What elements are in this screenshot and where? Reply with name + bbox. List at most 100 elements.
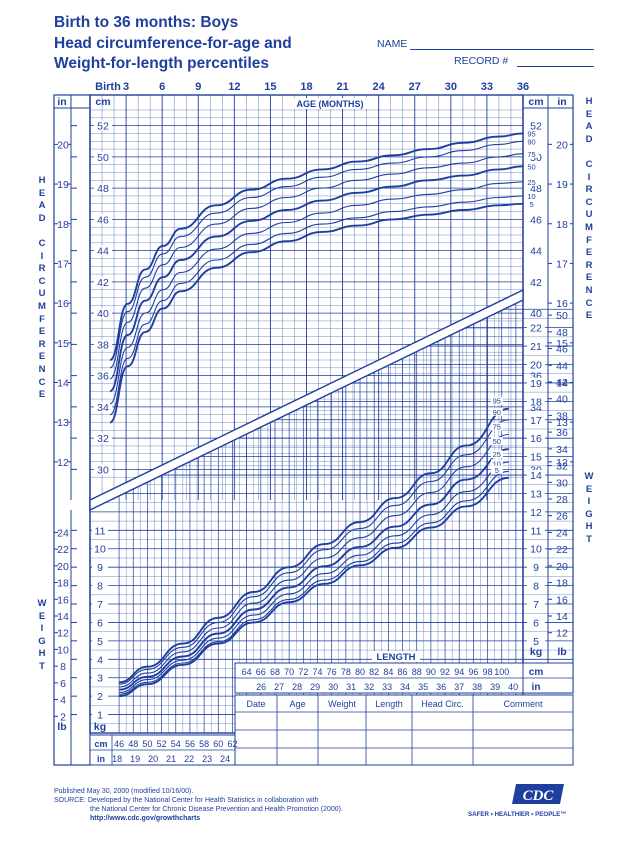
weight-lb-tick-right: 14 (556, 611, 568, 623)
weight-lb-tick-right: 40 (556, 394, 568, 406)
hc-cm-tick-bg (94, 245, 112, 256)
hc-cm-tick-bg (94, 151, 112, 162)
hc-percentile-50-line (109, 165, 523, 393)
wfl-percentile-75-label: 75 (493, 423, 501, 432)
weight-kg-tick-right: 20 (530, 359, 542, 371)
weight-kg-tick-bg-right (527, 562, 545, 573)
record-table-header: Head Circ. (421, 699, 464, 709)
hc-percentile-label-bg (524, 191, 539, 200)
age-tick-label: 15 (264, 81, 276, 93)
hc-cm-tick-right: 52 (530, 121, 542, 133)
weight-kg-tick-bg-right (527, 359, 545, 370)
name-field[interactable] (410, 49, 594, 50)
weight-lb-tick-left: 24 (57, 527, 69, 539)
hc-cm-tick-right: 36 (530, 371, 542, 383)
weight-kg-tick-right: 6 (533, 617, 539, 629)
hc-cm-tick-left: 40 (97, 308, 109, 320)
weight-lb-tick-right: 36 (556, 427, 568, 439)
length-cm-tick-right: 92 (440, 667, 450, 677)
weight-kg-tick-bg-right (527, 377, 545, 388)
hc-in-tick-left: 12 (57, 457, 69, 469)
weight-lb-tick-left: 18 (57, 578, 69, 590)
hc-in-tick-left: 17 (57, 258, 69, 270)
length-cm-tick-left: 48 (128, 739, 138, 749)
weight-kg-tick-bg-right (527, 451, 545, 462)
length-cm-tick-left: 52 (157, 739, 167, 749)
hc-in-tick-left: 13 (57, 417, 69, 429)
hc-cm-tick-left: 38 (97, 339, 109, 351)
hc-cm-tick-left: 48 (97, 183, 109, 195)
length-cm-tick-left: 46 (114, 739, 124, 749)
hc-in-tick-right: 16 (556, 298, 568, 310)
weight-kg-tick-bg (92, 654, 108, 665)
weight-kg-tick-bg-right (527, 488, 545, 499)
cdc-url-link[interactable]: http://www.cdc.gov/growthcharts (90, 815, 201, 822)
hc-in-tick-left: 18 (57, 219, 69, 231)
name-label: NAME (377, 38, 408, 50)
weight-lb-tick-right: 32 (556, 461, 568, 473)
hc-in-tick-left: 15 (57, 338, 69, 350)
weight-kg-tick-right: 22 (530, 323, 542, 335)
length-in-tick-left: 23 (202, 754, 212, 764)
weight-kg-tick-left: 11 (95, 525, 106, 537)
hc-in-tick-right: 14 (556, 378, 568, 390)
weight-lb-tick-right: 20 (556, 561, 568, 573)
weight-kg-tick-bg (92, 543, 108, 554)
length-cm-tick-left: cm (94, 739, 107, 749)
age-tick-label: 30 (445, 81, 457, 93)
weight-lb-tick-right: 48 (556, 327, 568, 339)
weight-lb-tick-right: 44 (556, 360, 568, 372)
hc-cm-tick-bg-right (527, 464, 545, 475)
hc-percentile-25-line (109, 181, 523, 405)
weight-kg-tick-bg (92, 709, 108, 720)
weight-lb-tick-right: 12 (556, 628, 568, 640)
age-tick-label: 3 (123, 81, 129, 93)
length-in-tick-right: 39 (490, 682, 500, 692)
weight-lb-tick-left: 22 (57, 544, 69, 556)
chart-title-line-1: Birth to 36 months: Boys (54, 14, 239, 31)
record-label: RECORD # (454, 55, 509, 67)
chart-title-line-2: Head circumference-for-age and (54, 35, 292, 52)
length-cm-tick-right: 68 (270, 667, 280, 677)
weight-kg-tick-bg-right (527, 396, 545, 407)
hc-cm-tick-bg (94, 120, 112, 131)
weight-kg-tick-bg-right (527, 433, 545, 444)
weight-lb-unit-left: lb (57, 721, 66, 733)
hc-percentile-label-bg (524, 162, 539, 171)
length-in-tick-right: 37 (454, 682, 464, 692)
length-cm-tick-left: 62 (227, 739, 237, 749)
length-cm-tick-right: 90 (426, 667, 436, 677)
hc-cm-tick-bg (94, 339, 112, 350)
record-field[interactable] (517, 66, 594, 67)
length-in-tick-right: 35 (418, 682, 428, 692)
weight-kg-tick-bg (92, 691, 108, 702)
weight-kg-tick-bg-right (527, 580, 545, 591)
hc-percentile-25-label: 25 (527, 178, 535, 187)
hc-percentile-label-bg (524, 137, 539, 146)
length-in-tick-right: 27 (274, 682, 284, 692)
length-cm-tick-right: 88 (412, 667, 422, 677)
hc-cm-tick-left: 42 (97, 277, 109, 289)
cdc-logo-text: CDC (523, 788, 555, 804)
weight-lb-tick-left: 10 (57, 644, 69, 656)
hc-percentile-label-bg (524, 149, 539, 158)
wfl-percentile-50-line (119, 448, 509, 691)
length-axis-label-bg (372, 651, 420, 662)
cdc-logo: CDC (512, 784, 564, 804)
hc-percentile-50-label: 50 (527, 162, 535, 171)
weight-lb-tick-left: 14 (57, 611, 69, 623)
length-in-tick-right: 40 (508, 682, 518, 692)
weight-kg-unit-right: kg (530, 646, 542, 658)
weight-kg-tick-bg-right (527, 635, 545, 646)
hc-percentile-5-label: 5 (529, 200, 533, 209)
wfl-percentile-10-label: 10 (493, 459, 501, 468)
weight-kg-tick-bg-right (527, 341, 545, 352)
length-cm-tick-right: 78 (341, 667, 351, 677)
wfl-percentile-25-label: 25 (493, 450, 501, 459)
weight-lb-tick-left: 20 (57, 561, 69, 573)
hc-cm-tick-right: 46 (530, 214, 542, 226)
weight-kg-tick-bg (92, 562, 108, 573)
wfl-percentile-95-line (119, 407, 509, 684)
length-in-tick-left: 24 (220, 754, 230, 764)
